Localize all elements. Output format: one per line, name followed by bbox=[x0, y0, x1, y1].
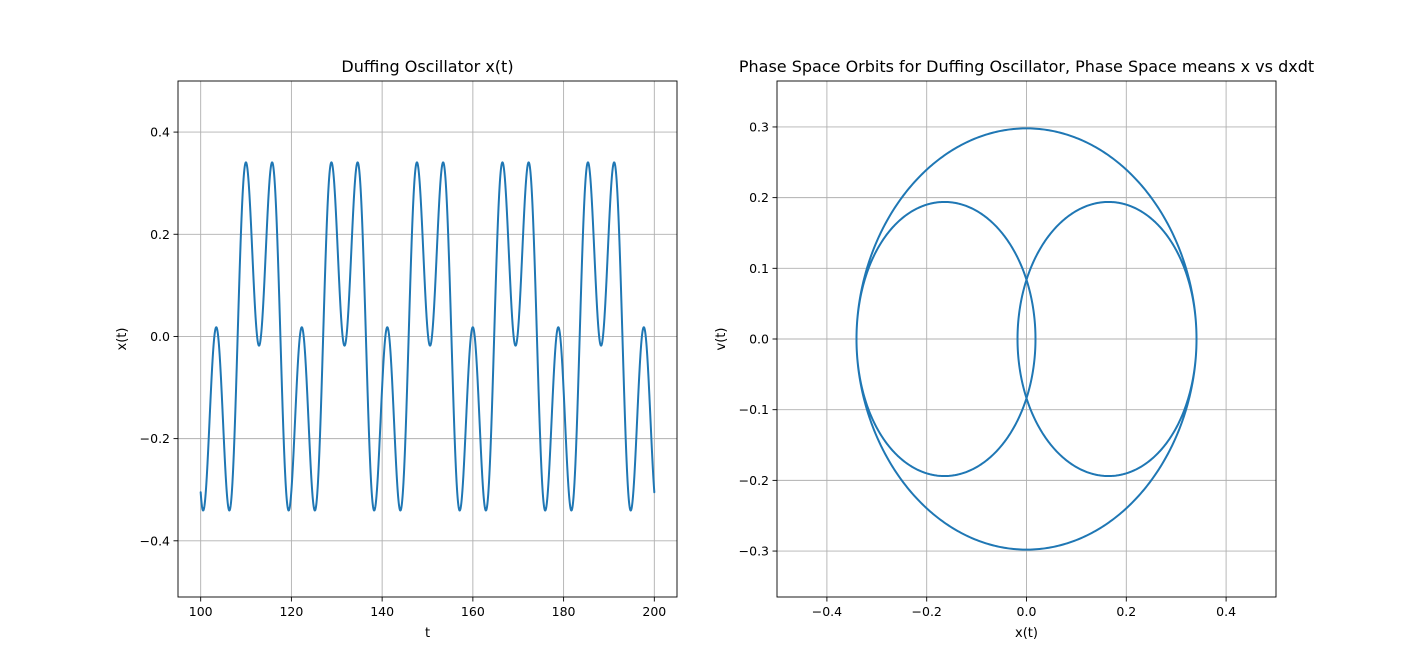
x-tick-label: −0.2 bbox=[912, 604, 942, 619]
x-tick-label: 200 bbox=[642, 604, 666, 619]
y-tick-label: 0.0 bbox=[749, 332, 769, 347]
x-tick-label: 160 bbox=[461, 604, 485, 619]
phase-space-x-label: x(t) bbox=[1015, 626, 1038, 641]
phase-space-axes: −0.4 −0.2 0.0 0.2 0.4 −0.3 −0.2 −0.1 0.0 0.1 0.2 0.… bbox=[714, 57, 1314, 641]
x-tick-label: 0.2 bbox=[1116, 604, 1136, 619]
phase-space-y-label: v(t) bbox=[714, 328, 729, 351]
y-tick-label: 0.0 bbox=[150, 329, 170, 344]
time-series-ticks: 100 120 140 160 180 200 −0.4 −0.2 0.0 0.2 0.4 bbox=[140, 125, 667, 619]
y-tick-label: 0.4 bbox=[150, 125, 170, 140]
x-tick-label: −0.4 bbox=[812, 604, 842, 619]
phase-space-grid bbox=[777, 81, 1276, 597]
x-of-t-line bbox=[199, 161, 656, 512]
time-series-axes: 100 120 140 160 180 200 −0.4 −0.2 0.0 0.2 0.4 Duff… bbox=[115, 57, 678, 641]
phase-space-title: Phase Space Orbits for Duffing Oscillato… bbox=[739, 57, 1314, 76]
phase-orbit-line bbox=[855, 127, 1198, 551]
y-tick-label: 0.3 bbox=[749, 119, 769, 134]
x-tick-label: 0.0 bbox=[1017, 604, 1037, 619]
y-tick-label: −0.2 bbox=[140, 431, 170, 446]
y-tick-label: −0.3 bbox=[739, 544, 769, 559]
time-series-frame bbox=[177, 80, 678, 598]
y-tick-label: −0.4 bbox=[140, 533, 170, 548]
y-tick-label: 0.2 bbox=[749, 190, 769, 205]
y-tick-label: 0.2 bbox=[150, 227, 170, 242]
y-tick-label: −0.2 bbox=[739, 473, 769, 488]
y-tick-label: 0.1 bbox=[749, 261, 769, 276]
x-tick-label: 120 bbox=[279, 604, 303, 619]
time-series-x-label: t bbox=[425, 626, 430, 641]
x-tick-label: 0.4 bbox=[1216, 604, 1236, 619]
y-tick-label: −0.1 bbox=[739, 402, 769, 417]
x-tick-label: 140 bbox=[370, 604, 394, 619]
x-tick-label: 100 bbox=[189, 604, 213, 619]
time-series-title: Duffing Oscillator x(t) bbox=[341, 57, 513, 76]
phase-space-ticks: −0.4 −0.2 0.0 0.2 0.4 −0.3 −0.2 −0.1 0.0 0.1 0.2 0.… bbox=[739, 119, 1236, 619]
time-series-y-label: x(t) bbox=[115, 328, 130, 351]
x-tick-label: 180 bbox=[552, 604, 576, 619]
